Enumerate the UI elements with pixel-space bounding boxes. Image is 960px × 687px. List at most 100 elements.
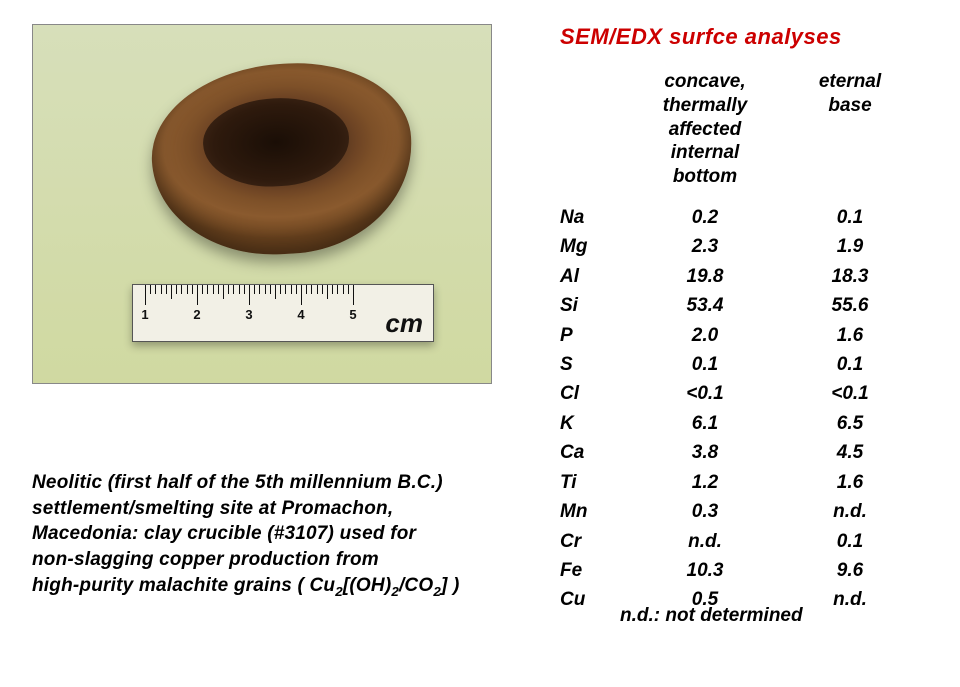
analysis-title: SEM/EDX surfce analyses	[560, 24, 842, 50]
value-internal: 1.2	[630, 468, 780, 497]
ruler-minor-tick	[348, 285, 349, 294]
value-external: 4.5	[780, 438, 920, 467]
ruler-major-tick	[301, 285, 302, 305]
caption-sub-2: 2	[391, 583, 399, 598]
value-internal: 6.1	[630, 409, 780, 438]
ruler-minor-tick	[291, 285, 292, 294]
value-internal: 53.4	[630, 291, 780, 320]
ruler-minor-tick	[285, 285, 286, 294]
ruler-minor-tick	[275, 285, 276, 299]
value-external: 1.6	[780, 468, 920, 497]
caption-line-5b: [(OH)	[343, 575, 391, 596]
value-external: 55.6	[780, 291, 920, 320]
table-row: Cl<0.1<0.1	[560, 379, 920, 408]
element-symbol: Cl	[560, 379, 630, 408]
value-external: 6.5	[780, 409, 920, 438]
element-symbol: Cr	[560, 527, 630, 556]
ruler-minor-tick	[327, 285, 328, 299]
ruler-minor-tick	[337, 285, 338, 294]
ruler-tick-label: 5	[349, 307, 356, 322]
scale-ruler: cm 12345	[132, 284, 434, 342]
ruler-major-tick	[145, 285, 146, 305]
value-external: 0.1	[780, 203, 920, 232]
ruler-minor-tick	[306, 285, 307, 294]
caption-line-1: Neolitic (first half of the 5th millenni…	[32, 472, 443, 493]
figure-caption: Neolitic (first half of the 5th millenni…	[32, 470, 512, 600]
ruler-minor-tick	[322, 285, 323, 294]
ruler-minor-tick	[155, 285, 156, 294]
table-row: Mg2.31.9	[560, 232, 920, 261]
ruler-minor-tick	[213, 285, 214, 294]
element-symbol: Ti	[560, 468, 630, 497]
value-external: 0.1	[780, 350, 920, 379]
value-external: 9.6	[780, 556, 920, 585]
caption-line-5d: ] )	[441, 575, 460, 596]
ruler-minor-tick	[254, 285, 255, 294]
value-internal: 0.1	[630, 350, 780, 379]
ruler-minor-tick	[161, 285, 162, 294]
value-internal: 2.0	[630, 321, 780, 350]
ruler-tick-label: 4	[297, 307, 304, 322]
header-col-internal: concave,thermallyaffectedinternalbottom	[630, 70, 780, 189]
table-row: Ti1.21.6	[560, 468, 920, 497]
table-row: Al19.818.3	[560, 262, 920, 291]
ruler-minor-tick	[265, 285, 266, 294]
ruler-minor-tick	[171, 285, 172, 299]
ruler-minor-tick	[332, 285, 333, 294]
ruler-minor-tick	[223, 285, 224, 299]
table-row: Si53.455.6	[560, 291, 920, 320]
ruler-minor-tick	[150, 285, 151, 294]
ruler-minor-tick	[218, 285, 219, 294]
analysis-table: concave,thermallyaffectedinternalbottom …	[560, 70, 920, 615]
value-external: 1.9	[780, 232, 920, 261]
specimen-photo: cm 12345	[32, 24, 492, 384]
value-internal: 2.3	[630, 232, 780, 261]
ruler-minor-tick	[181, 285, 182, 294]
table-row: K6.16.5	[560, 409, 920, 438]
ruler-minor-tick	[280, 285, 281, 294]
value-external: 18.3	[780, 262, 920, 291]
ruler-minor-tick	[311, 285, 312, 294]
value-internal: 3.8	[630, 438, 780, 467]
ruler-minor-tick	[176, 285, 177, 294]
ruler-minor-tick	[317, 285, 318, 294]
value-internal: 19.8	[630, 262, 780, 291]
table-row: Na0.20.1	[560, 203, 920, 232]
ruler-major-tick	[249, 285, 250, 305]
element-symbol: Mn	[560, 497, 630, 526]
caption-sub-1: 2	[335, 583, 343, 598]
crucible-shape	[147, 57, 417, 260]
value-internal: 0.3	[630, 497, 780, 526]
caption-line-5a: high-purity malachite grains ( Cu	[32, 575, 335, 596]
value-internal: 0.2	[630, 203, 780, 232]
ruler-minor-tick	[202, 285, 203, 294]
ruler-minor-tick	[192, 285, 193, 294]
element-symbol: Si	[560, 291, 630, 320]
element-symbol: Na	[560, 203, 630, 232]
ruler-major-tick	[353, 285, 354, 305]
ruler-minor-tick	[270, 285, 271, 294]
caption-line-5c: /CO	[399, 575, 433, 596]
header-col-external: eternalbase	[780, 70, 920, 189]
element-symbol: Al	[560, 262, 630, 291]
value-internal: 10.3	[630, 556, 780, 585]
caption-line-4: non-slagging copper production from	[32, 549, 379, 570]
page-root: cm 12345 Neolitic (first half of the 5th…	[0, 0, 960, 687]
header-spacer	[560, 70, 630, 189]
value-external: 0.1	[780, 527, 920, 556]
element-symbol: P	[560, 321, 630, 350]
ruler-minor-tick	[239, 285, 240, 294]
element-symbol: K	[560, 409, 630, 438]
ruler-minor-tick	[187, 285, 188, 294]
table-header-row: concave,thermallyaffectedinternalbottom …	[560, 70, 920, 189]
value-external: n.d.	[780, 497, 920, 526]
ruler-minor-tick	[228, 285, 229, 294]
ruler-tick-label: 2	[193, 307, 200, 322]
caption-sub-3: 2	[433, 583, 441, 598]
table-row: Fe10.39.6	[560, 556, 920, 585]
ruler-tick-label: 3	[245, 307, 252, 322]
table-row: S0.10.1	[560, 350, 920, 379]
ruler-minor-tick	[259, 285, 260, 294]
ruler-minor-tick	[207, 285, 208, 294]
value-internal: <0.1	[630, 379, 780, 408]
